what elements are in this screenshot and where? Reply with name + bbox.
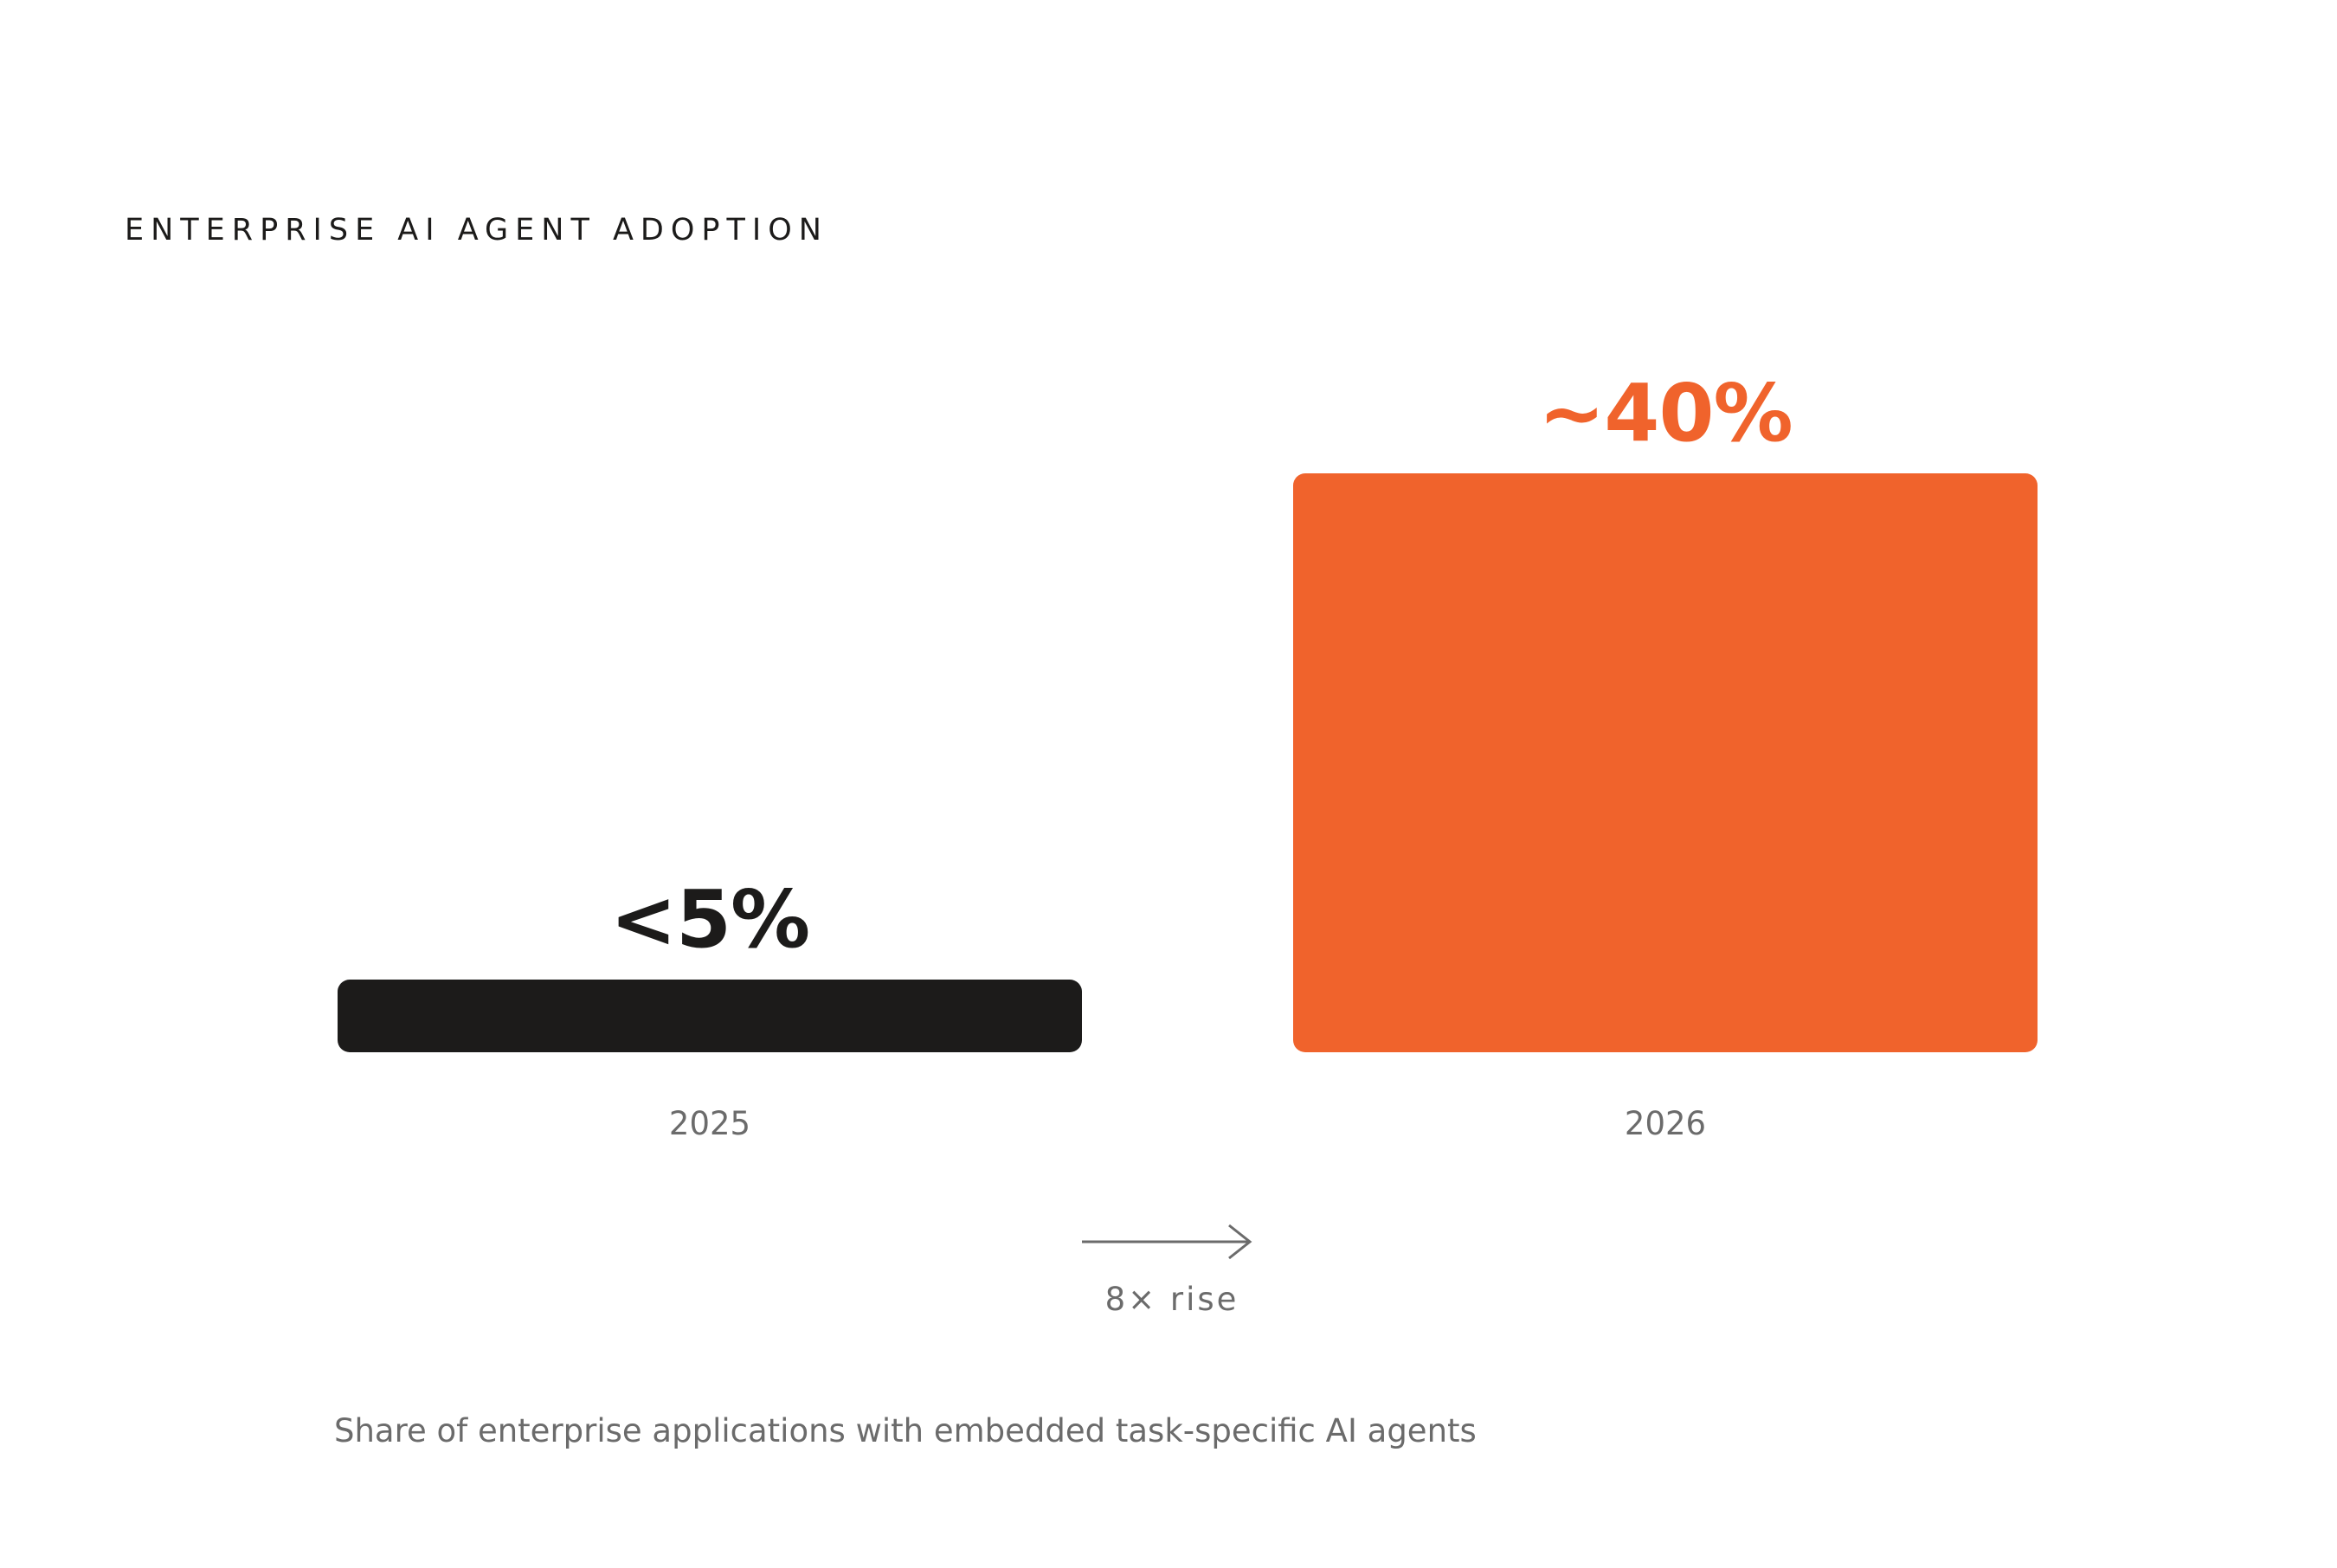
bar-2025 — [338, 980, 1082, 1052]
x-tick-label-2026: 2026 — [1625, 1105, 1706, 1142]
chart-caption: Share of enterprise applications with em… — [334, 1412, 1477, 1449]
arrow-right-icon — [1082, 1224, 1252, 1260]
bar-2026 — [1293, 473, 2038, 1052]
chart-title: ENTERPRISE AI AGENT ADOPTION — [125, 213, 828, 247]
bar-value-label-2025: <5% — [610, 873, 809, 966]
x-tick-label-2025: 2025 — [669, 1105, 750, 1142]
rise-annotation: 8× rise — [1104, 1281, 1239, 1318]
bar-value-label-2026: ~40% — [1538, 367, 1792, 459]
